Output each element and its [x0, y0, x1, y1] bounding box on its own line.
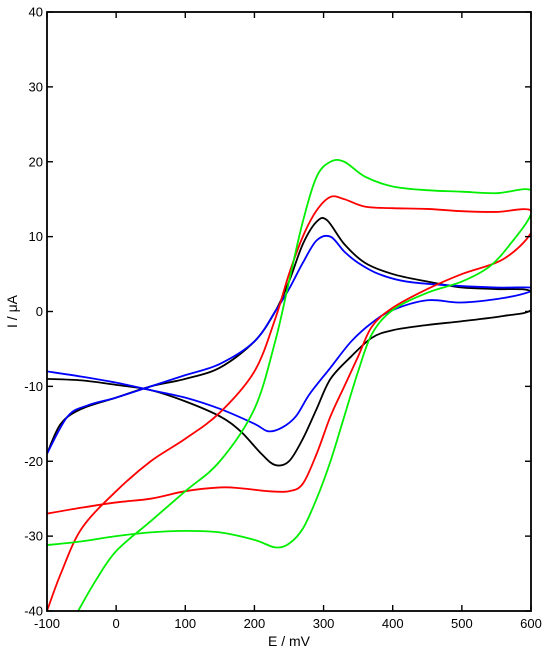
- x-axis-label: E / mV: [268, 633, 311, 649]
- x-tick-label: 100: [174, 616, 196, 631]
- y-tick-labels: -40 -30 -20 -10 0 10 20 30 40: [24, 5, 43, 619]
- x-tick-label: 400: [382, 616, 404, 631]
- y-tick-label: -40: [24, 604, 43, 619]
- series-line-4: [47, 158, 531, 611]
- x-tick-label: 500: [451, 616, 473, 631]
- y-tick-label: 10: [29, 229, 43, 244]
- series-line-2: [47, 234, 531, 455]
- y-tick-label: -10: [24, 379, 43, 394]
- y-tick-label: 40: [29, 5, 43, 20]
- y-tick-label: 30: [29, 79, 43, 94]
- y-tick-label: 20: [29, 154, 43, 169]
- plot-frame: [46, 11, 532, 612]
- x-tick-label: 600: [520, 616, 542, 631]
- y-tick-label: -20: [24, 454, 43, 469]
- series-line-1: [47, 217, 531, 467]
- ticks-layer: [46, 11, 532, 612]
- y-axis-label: I / μA: [4, 294, 20, 328]
- y-tick-label: -30: [24, 529, 43, 544]
- x-tick-labels: -100 0 100 200 300 400 500 600: [34, 616, 542, 631]
- x-tick-label: 200: [244, 616, 266, 631]
- x-tick-label: -100: [34, 616, 60, 631]
- x-tick-label: 0: [113, 616, 120, 631]
- series-line-3: [47, 195, 531, 611]
- x-tick-label: 300: [313, 616, 335, 631]
- y-tick-label: 0: [36, 304, 43, 319]
- series-layer: [47, 158, 531, 611]
